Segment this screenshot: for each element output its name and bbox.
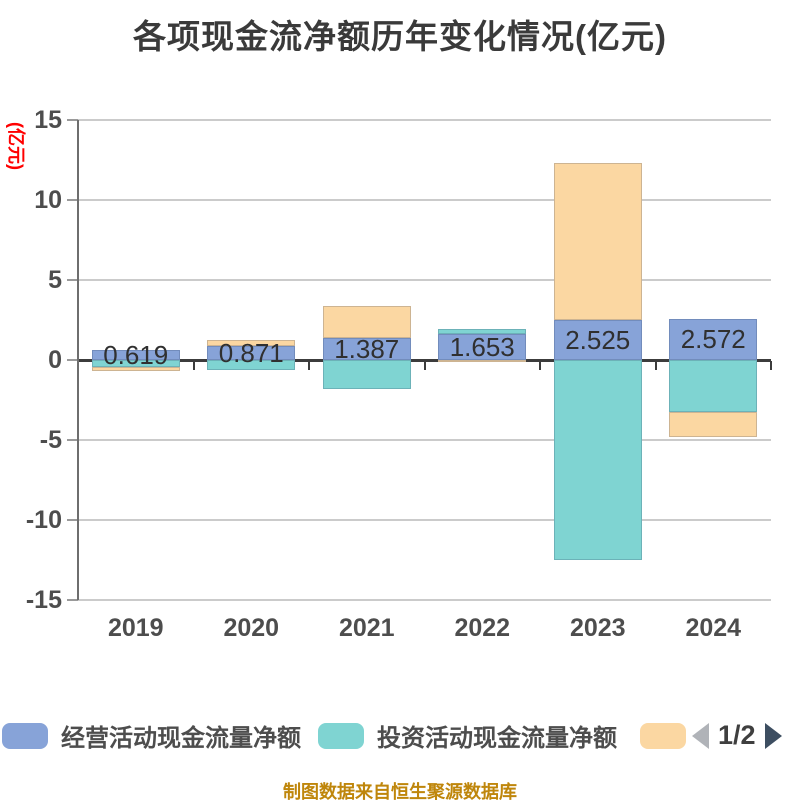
legend-swatch-third-truncated[interactable] xyxy=(640,722,686,749)
gridline xyxy=(78,279,771,281)
x-axis-category-label: 2024 xyxy=(685,614,742,642)
gridline xyxy=(78,599,771,601)
gridline xyxy=(78,199,771,201)
gridline xyxy=(78,439,771,441)
y-axis-tick xyxy=(67,279,78,281)
bar-segment xyxy=(553,360,642,560)
x-axis-category-label: 2020 xyxy=(223,614,280,642)
legend: 经营活动现金流量净额 投资活动现金流量净额 1/2 xyxy=(0,720,800,752)
bar-value-label: 1.387 xyxy=(334,333,400,364)
x-axis-tick xyxy=(770,361,772,370)
bar-segment xyxy=(322,305,411,338)
bar-segment xyxy=(91,366,180,372)
y-axis-tick-label: 15 xyxy=(34,106,62,134)
x-axis-zero-line xyxy=(78,358,771,362)
x-axis-tick xyxy=(192,361,195,370)
bar-value-label: 0.619 xyxy=(103,340,169,371)
x-axis-category-label: 2019 xyxy=(107,614,164,642)
page-indicator: 1/2 xyxy=(718,720,756,750)
gridline xyxy=(78,519,771,521)
x-axis-category-label: 2021 xyxy=(338,614,395,642)
bar-value-label: 0.871 xyxy=(218,338,284,369)
bar-segment xyxy=(91,350,180,360)
y-axis-tick xyxy=(67,519,78,521)
y-axis-tick xyxy=(67,439,78,441)
bar-segment xyxy=(91,360,180,367)
legend-swatch-operating-cashflow[interactable] xyxy=(2,722,48,749)
bar-segment xyxy=(669,360,758,412)
bar-segment xyxy=(438,333,527,360)
y-axis-tick-label: 10 xyxy=(34,186,62,214)
y-axis-tick xyxy=(67,199,78,201)
y-axis-tick xyxy=(67,359,78,361)
bar-segment xyxy=(553,163,642,320)
y-axis-tick-label: 0 xyxy=(48,346,62,374)
legend-label-operating-cashflow: 经营活动现金流量净额 xyxy=(61,725,301,752)
bar-segment xyxy=(207,339,296,347)
bar-segment xyxy=(322,337,411,360)
bar-segment xyxy=(438,329,527,334)
bar-value-label: 1.653 xyxy=(449,331,515,362)
legend-label-investing-cashflow: 投资活动现金流量净额 xyxy=(377,725,617,752)
y-axis-tick xyxy=(67,119,78,121)
legend-item-third-truncated[interactable] xyxy=(640,721,686,750)
legend-swatch-investing-cashflow[interactable] xyxy=(318,722,364,749)
bar-segment xyxy=(669,318,758,360)
x-axis-tick xyxy=(423,361,426,370)
prev-page-icon[interactable] xyxy=(692,722,709,749)
bar-segment xyxy=(553,319,642,360)
x-axis-category-label: 2023 xyxy=(569,614,626,642)
bar-segment xyxy=(322,360,411,389)
chart-title: 各项现金流净额历年变化情况(亿元) xyxy=(133,18,667,55)
bar-segment xyxy=(207,360,296,371)
x-axis-category-label: 2022 xyxy=(454,614,511,642)
y-axis-line xyxy=(77,120,79,600)
bar-value-label: 2.572 xyxy=(680,324,746,355)
y-axis-tick-label: 5 xyxy=(48,266,62,294)
gridline xyxy=(78,119,771,121)
legend-item-operating-cashflow[interactable]: 经营活动现金流量净额 xyxy=(2,721,301,752)
x-axis-tick xyxy=(654,361,657,370)
y-axis-tick-label: -10 xyxy=(25,506,62,534)
x-axis-tick xyxy=(308,361,310,370)
bar-value-label: 2.525 xyxy=(565,324,631,355)
bar-segment xyxy=(438,360,527,363)
y-axis-tick xyxy=(67,599,78,601)
y-axis-tick-label: -15 xyxy=(25,586,62,614)
legend-item-investing-cashflow[interactable]: 投资活动现金流量净额 xyxy=(318,721,617,752)
y-axis-tick-label: -5 xyxy=(39,426,62,454)
bar-segment xyxy=(207,346,296,360)
bar-segment xyxy=(669,412,758,437)
legend-pager: 1/2 xyxy=(692,720,782,750)
next-page-icon[interactable] xyxy=(764,722,782,749)
x-axis-tick xyxy=(539,361,541,370)
data-source-note: 制图数据来自恒生聚源数据库 xyxy=(283,782,517,800)
